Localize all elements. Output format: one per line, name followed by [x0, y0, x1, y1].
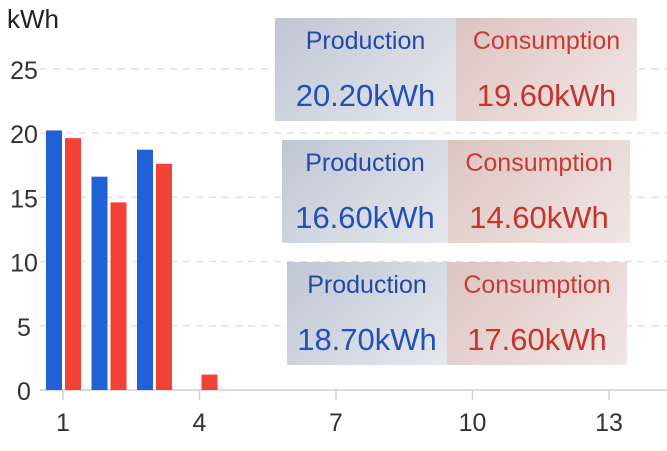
- tooltip-production-label: Production: [307, 271, 427, 299]
- tooltip-consumption-label: Consumption: [472, 27, 621, 55]
- tooltip-production-value: 16.60kWh: [295, 200, 435, 235]
- tooltip-production-label: Production: [305, 149, 425, 177]
- production-bar: [46, 130, 62, 390]
- tooltip-consumption-label: Consumption: [463, 271, 611, 299]
- y-tick-label: 0: [17, 378, 31, 406]
- x-tick-label: 4: [193, 409, 207, 437]
- tooltip-production-panel: Production 16.60kWh: [282, 140, 448, 243]
- tooltip-consumption-value: 17.60kWh: [467, 322, 607, 357]
- tooltip-consumption-value: 14.60kWh: [469, 200, 609, 235]
- tooltip-production-value: 20.20kWh: [295, 78, 436, 113]
- y-tick-label: 15: [10, 185, 38, 213]
- consumption-bar: [156, 163, 172, 390]
- tooltip-day-3: Production 18.70kWh Consumption 17.60kWh: [287, 262, 627, 365]
- y-tick-label: 5: [17, 314, 31, 342]
- x-tick-label: 10: [459, 409, 487, 437]
- tooltip-day-2: Production 16.60kWh Consumption 14.60kWh: [282, 140, 630, 243]
- y-axis-unit-label: kWh: [7, 4, 59, 34]
- consumption-bar: [201, 374, 218, 390]
- production-bar: [91, 176, 108, 390]
- y-tick-label: 20: [10, 121, 38, 149]
- x-tick-label: 1: [56, 409, 70, 437]
- tooltip-consumption-panel: Consumption 14.60kWh: [448, 140, 630, 243]
- tooltip-day-1: Production 20.20kWh Consumption 19.60kWh: [275, 18, 637, 121]
- x-tick-label: 13: [595, 409, 623, 437]
- consumption-bar: [110, 202, 127, 390]
- production-bar: [137, 149, 153, 390]
- y-tick-label: 10: [10, 250, 38, 278]
- tooltip-production-value: 18.70kWh: [297, 322, 437, 357]
- x-tick-label: 7: [329, 409, 343, 437]
- y-tick-label: 25: [10, 57, 38, 85]
- consumption-bar: [65, 138, 81, 390]
- tooltip-production-panel: Production 20.20kWh: [275, 18, 456, 121]
- tooltip-consumption-label: Consumption: [465, 149, 613, 177]
- tooltip-consumption-panel: Consumption 17.60kWh: [447, 262, 627, 365]
- tooltip-production-label: Production: [305, 27, 426, 55]
- tooltip-production-panel: Production 18.70kWh: [287, 262, 447, 365]
- tooltip-consumption-value: 19.60kWh: [476, 78, 617, 113]
- tooltip-consumption-panel: Consumption 19.60kWh: [456, 18, 637, 121]
